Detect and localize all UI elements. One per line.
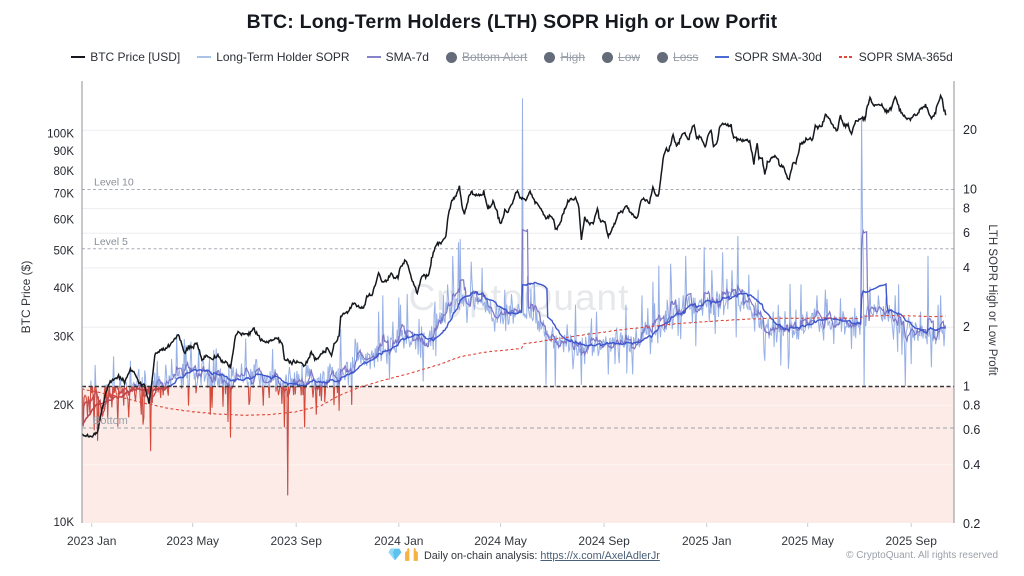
svg-text:0.8: 0.8: [963, 399, 980, 413]
svg-text:2024 May: 2024 May: [474, 534, 527, 548]
svg-text:LTH SOPR High or Low Profit: LTH SOPR High or Low Profit: [986, 224, 998, 376]
svg-text:60K: 60K: [54, 215, 75, 227]
svg-text:100K: 100K: [47, 128, 74, 140]
svg-text:40K: 40K: [54, 283, 75, 295]
svg-text:80K: 80K: [54, 166, 75, 178]
svg-text:50K: 50K: [54, 245, 75, 257]
svg-text:2024 Sep: 2024 Sep: [578, 534, 630, 548]
svg-text:30K: 30K: [54, 332, 75, 344]
svg-text:90K: 90K: [54, 146, 75, 158]
svg-text:1: 1: [963, 380, 970, 394]
svg-text:Bottom: Bottom: [93, 415, 128, 427]
svg-text:20: 20: [963, 123, 977, 137]
svg-text:2023 Sep: 2023 Sep: [271, 534, 323, 548]
svg-text:70K: 70K: [54, 189, 75, 201]
svg-text:10K: 10K: [54, 517, 75, 529]
svg-text:2023 Jan: 2023 Jan: [67, 534, 116, 548]
svg-text:6: 6: [963, 226, 970, 240]
svg-text:2: 2: [963, 320, 970, 334]
svg-text:10: 10: [963, 183, 977, 197]
svg-text:2025 Sep: 2025 Sep: [886, 534, 938, 548]
svg-text:0.6: 0.6: [963, 423, 980, 437]
svg-text:2023 May: 2023 May: [166, 534, 219, 548]
svg-text:8: 8: [963, 202, 970, 216]
svg-text:4: 4: [963, 261, 970, 275]
svg-text:2025 May: 2025 May: [781, 534, 834, 548]
svg-text:2025 Jan: 2025 Jan: [682, 534, 731, 548]
svg-text:0.2: 0.2: [963, 517, 980, 531]
svg-text:Level 10: Level 10: [94, 177, 134, 189]
svg-text:BTC Price ($): BTC Price ($): [19, 261, 33, 334]
svg-text:Level 5: Level 5: [94, 236, 128, 248]
svg-text:20K: 20K: [54, 400, 75, 412]
svg-text:0.4: 0.4: [963, 458, 980, 472]
svg-text:2024 Jan: 2024 Jan: [374, 534, 423, 548]
